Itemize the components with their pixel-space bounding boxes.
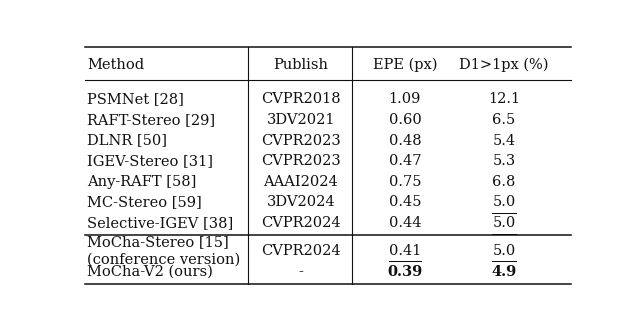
Text: 5.0: 5.0 <box>492 244 516 258</box>
Text: 5.0: 5.0 <box>492 216 516 230</box>
Text: 0.48: 0.48 <box>388 134 421 147</box>
Text: 5.4: 5.4 <box>493 134 516 147</box>
Text: 5.0: 5.0 <box>492 195 516 209</box>
Text: MoCha-Stereo [15]
(conference version): MoCha-Stereo [15] (conference version) <box>88 235 241 266</box>
Text: 5.3: 5.3 <box>492 154 516 168</box>
Text: 0.44: 0.44 <box>388 216 421 230</box>
Text: 6.8: 6.8 <box>492 175 516 189</box>
Text: Publish: Publish <box>273 58 328 72</box>
Text: 6.5: 6.5 <box>492 113 516 127</box>
Text: Method: Method <box>88 58 145 72</box>
Text: CVPR2024: CVPR2024 <box>261 244 340 258</box>
Text: 1.09: 1.09 <box>388 92 421 106</box>
Text: 0.60: 0.60 <box>388 113 421 127</box>
Text: PSMNet [28]: PSMNet [28] <box>88 92 184 106</box>
Text: 3DV2024: 3DV2024 <box>266 195 335 209</box>
Text: 5.0: 5.0 <box>492 195 516 209</box>
Text: RAFT-Stereo [29]: RAFT-Stereo [29] <box>88 113 216 127</box>
Text: DLNR [50]: DLNR [50] <box>88 134 168 147</box>
Text: CVPR2024: CVPR2024 <box>261 216 340 230</box>
Text: MoCha-V2 (ours): MoCha-V2 (ours) <box>88 265 213 279</box>
Text: 0.41: 0.41 <box>388 244 421 258</box>
Text: Selective-IGEV [38]: Selective-IGEV [38] <box>88 216 234 230</box>
Text: CVPR2023: CVPR2023 <box>261 154 340 168</box>
Text: 0.41: 0.41 <box>388 244 421 258</box>
Text: -: - <box>298 265 303 279</box>
Text: IGEV-Stereo [31]: IGEV-Stereo [31] <box>88 154 214 168</box>
Text: CVPR2023: CVPR2023 <box>261 134 340 147</box>
Text: 4.9: 4.9 <box>492 265 516 279</box>
Text: AAAI2024: AAAI2024 <box>263 175 338 189</box>
Text: MC-Stereo [59]: MC-Stereo [59] <box>88 195 202 209</box>
Text: EPE (px): EPE (px) <box>372 58 437 72</box>
Text: 0.45: 0.45 <box>388 195 421 209</box>
Text: 0.75: 0.75 <box>388 175 421 189</box>
Text: 0.39: 0.39 <box>387 265 422 279</box>
Text: 0.47: 0.47 <box>388 154 421 168</box>
Text: 5.0: 5.0 <box>492 216 516 230</box>
Text: CVPR2018: CVPR2018 <box>261 92 340 106</box>
Text: 3DV2021: 3DV2021 <box>266 113 335 127</box>
Text: D1>1px (%): D1>1px (%) <box>460 58 549 72</box>
Text: 12.1: 12.1 <box>488 92 520 106</box>
Text: 5.0: 5.0 <box>492 244 516 258</box>
Text: Any-RAFT [58]: Any-RAFT [58] <box>88 175 197 189</box>
